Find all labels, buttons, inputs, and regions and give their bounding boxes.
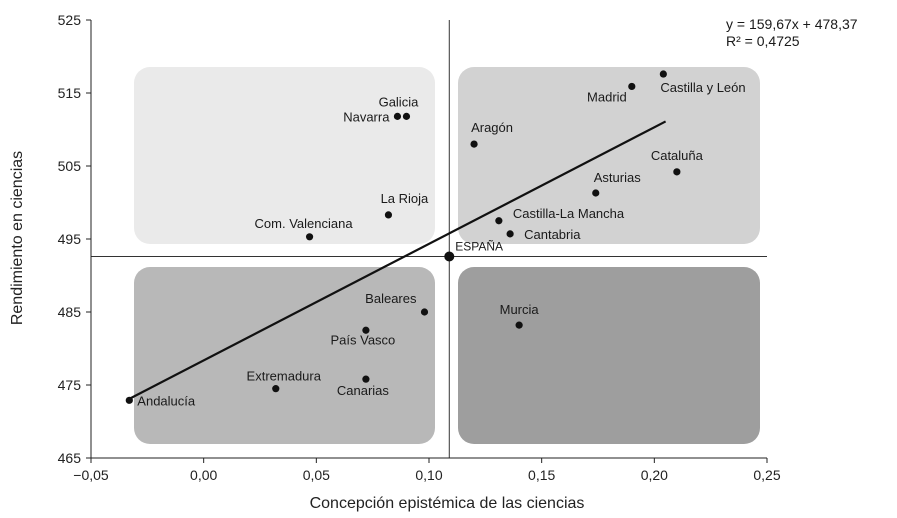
point-label-andalucia: Andalucía — [137, 393, 196, 408]
point-label-canarias: Canarias — [337, 383, 390, 398]
y-tick-label: 475 — [58, 377, 82, 393]
x-tick-label: 0,25 — [753, 467, 780, 483]
point-aragon — [470, 140, 478, 148]
point-galicia — [402, 112, 411, 120]
point-label-cataluna: Cataluña — [651, 148, 704, 163]
reference-point-espana — [444, 251, 455, 262]
y-axis-label: Rendimiento en ciencias — [9, 151, 26, 325]
x-tick-label: 0,15 — [528, 467, 555, 483]
point-label-galicia: Galicia — [379, 94, 420, 109]
y-tick-label: 465 — [58, 450, 82, 466]
point-andalucia — [125, 396, 133, 404]
quadrant-top-right — [458, 67, 760, 244]
point-label-murcia: Murcia — [500, 302, 540, 317]
point-label-baleares: Baleares — [365, 291, 417, 306]
point-cataluna — [673, 168, 681, 176]
point-extremadura — [272, 385, 280, 393]
quadrant-backgrounds — [134, 67, 760, 444]
point-murcia — [515, 321, 523, 329]
quadrant-top-left — [134, 67, 435, 244]
point-canarias — [362, 375, 370, 383]
point-castilla-y-leon — [659, 70, 667, 78]
trendline-group — [128, 120, 667, 400]
x-tick-label: −0,05 — [73, 467, 109, 483]
trendline — [128, 120, 667, 400]
x-tick-label: 0,20 — [641, 467, 668, 483]
point-label-castilla-la-mancha: Castilla-La Mancha — [513, 206, 625, 221]
x-tick-label: 0,05 — [303, 467, 330, 483]
y-tick-label: 485 — [58, 304, 82, 320]
point-label-aragon: Aragón — [471, 120, 513, 135]
point-label-asturias: Asturias — [594, 170, 641, 185]
point-navarra — [393, 112, 402, 120]
reference-point-label: ESPAÑA — [455, 240, 503, 254]
data-points: Andalucía Extremadura Canarias País Vasco Ba… — [125, 70, 746, 408]
point-baleares — [420, 308, 429, 316]
point-asturias — [592, 189, 600, 197]
trendline-equation: y = 159,67x + 478,37 R² = 0,4725 — [726, 16, 858, 50]
y-tick-label: 525 — [58, 12, 82, 28]
point-label-com-valenciana: Com. Valenciana — [255, 216, 354, 231]
x-tick-label: 0,10 — [415, 467, 442, 483]
point-pais-vasco — [362, 326, 370, 334]
x-tick-label: 0,00 — [190, 467, 217, 483]
point-label-extremadura: Extremadura — [247, 369, 322, 384]
point-la-rioja — [384, 211, 393, 219]
r-squared-text: R² = 0,4725 — [726, 33, 800, 49]
reference-lines — [91, 20, 767, 458]
point-label-navarra: Navarra — [343, 109, 390, 124]
equation-text: y = 159,67x + 478,37 — [726, 16, 858, 32]
point-label-la-rioja: La Rioja — [381, 191, 429, 206]
point-com-valenciana — [305, 233, 314, 241]
quadrant-bottom-right — [458, 267, 760, 444]
y-tick-label: 515 — [58, 85, 82, 101]
point-label-madrid: Madrid — [587, 89, 627, 104]
point-label-cantabria: Cantabria — [524, 227, 581, 242]
point-cantabria — [506, 230, 514, 238]
y-tick-label: 495 — [58, 231, 82, 247]
y-tick-label: 505 — [58, 158, 82, 174]
point-label-pais-vasco: País Vasco — [331, 332, 396, 347]
point-castilla-la-mancha — [495, 217, 503, 225]
quadrant-bottom-left — [134, 267, 435, 444]
point-madrid — [628, 82, 636, 91]
x-axis-label: Concepción epistémica de las ciencias — [310, 495, 585, 512]
axes: 465 475 485 495 505 515 525 −0,05 0,00 0,05 0,10 0,… — [58, 12, 781, 483]
point-label-castilla-y-leon: Castilla y León — [660, 80, 745, 95]
